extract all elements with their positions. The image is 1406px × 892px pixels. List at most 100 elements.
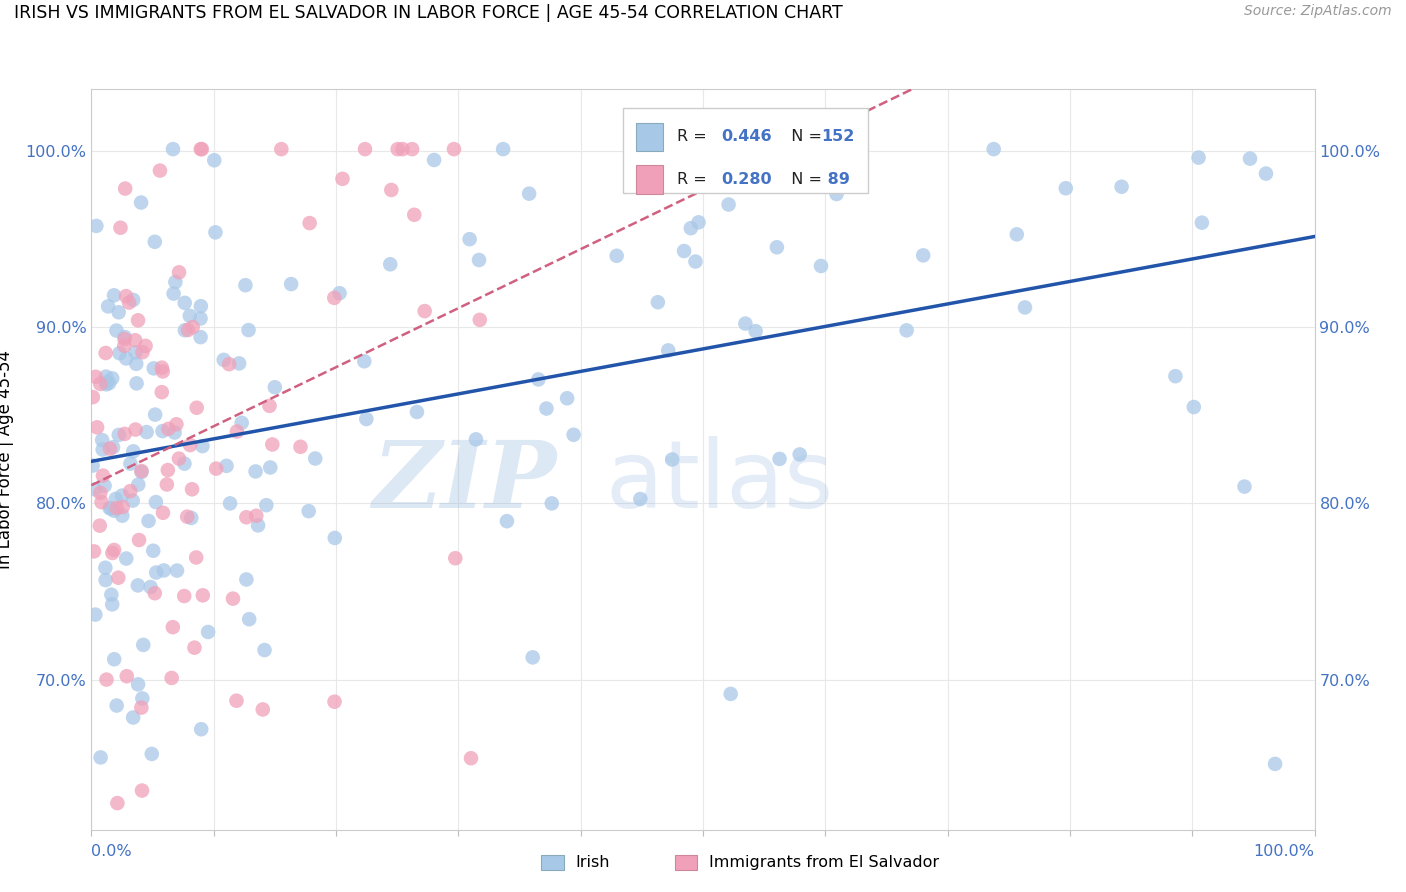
- Point: [179, 438, 201, 452]
- Point: [124, 423, 146, 437]
- Point: [94, 369, 117, 384]
- Point: [173, 457, 195, 471]
- Point: [1254, 167, 1277, 181]
- Point: [186, 550, 208, 565]
- Point: [304, 451, 326, 466]
- Point: [107, 305, 129, 319]
- Point: [179, 309, 201, 323]
- Point: [167, 265, 190, 279]
- Point: [253, 643, 276, 657]
- Point: [562, 427, 585, 442]
- Point: [90, 495, 112, 509]
- Point: [107, 571, 129, 585]
- Point: [406, 405, 429, 419]
- Point: [91, 468, 114, 483]
- Point: [93, 479, 115, 493]
- Point: [235, 510, 257, 524]
- Point: [517, 186, 540, 201]
- Point: [101, 546, 124, 560]
- Point: [401, 142, 423, 156]
- Point: [103, 288, 125, 302]
- Point: [129, 195, 152, 210]
- Point: [173, 323, 195, 337]
- Point: [353, 354, 375, 368]
- Point: [97, 299, 120, 313]
- Point: [443, 142, 465, 156]
- Point: [141, 747, 163, 761]
- Point: [143, 235, 166, 249]
- Point: [647, 295, 669, 310]
- Point: [848, 157, 870, 171]
- Text: Irish: Irish: [575, 855, 610, 870]
- Point: [101, 371, 124, 385]
- Point: [145, 495, 167, 509]
- Point: [183, 640, 205, 655]
- Point: [132, 638, 155, 652]
- Point: [110, 220, 132, 235]
- FancyBboxPatch shape: [623, 108, 868, 193]
- Point: [103, 652, 125, 666]
- Point: [111, 489, 134, 503]
- Point: [218, 357, 240, 371]
- Point: [107, 428, 129, 442]
- Point: [152, 364, 174, 378]
- Point: [212, 352, 235, 367]
- Point: [162, 142, 184, 156]
- Point: [191, 588, 214, 602]
- Point: [115, 351, 138, 366]
- Point: [1187, 151, 1209, 165]
- Point: [332, 172, 354, 186]
- Text: IRISH VS IMMIGRANTS FROM EL SALVADOR IN LABOR FORCE | AGE 45-54 CORRELATION CHAR: IRISH VS IMMIGRANTS FROM EL SALVADOR IN …: [14, 4, 842, 22]
- Text: N =: N =: [782, 129, 827, 145]
- Point: [527, 372, 550, 386]
- Point: [181, 320, 204, 334]
- Point: [131, 465, 153, 479]
- Bar: [636, 165, 662, 194]
- Text: Source: ZipAtlas.com: Source: ZipAtlas.com: [1244, 4, 1392, 19]
- Point: [124, 333, 146, 347]
- Point: [152, 506, 174, 520]
- Text: R =: R =: [678, 172, 713, 187]
- Point: [717, 197, 740, 211]
- Point: [101, 598, 124, 612]
- Point: [108, 346, 131, 360]
- Point: [114, 332, 136, 346]
- Point: [91, 433, 114, 447]
- Point: [657, 343, 679, 358]
- Point: [536, 401, 558, 416]
- Point: [460, 751, 482, 765]
- Point: [259, 460, 281, 475]
- Point: [84, 369, 107, 384]
- Point: [118, 295, 141, 310]
- Point: [468, 252, 491, 267]
- Point: [235, 278, 257, 293]
- Point: [912, 248, 935, 262]
- Point: [96, 673, 118, 687]
- Point: [280, 277, 302, 291]
- Point: [143, 586, 166, 600]
- Point: [120, 484, 142, 499]
- Point: [228, 356, 250, 370]
- Bar: [636, 122, 662, 151]
- Point: [1182, 400, 1205, 414]
- Point: [135, 425, 157, 439]
- Point: [103, 504, 125, 518]
- Point: [329, 286, 352, 301]
- Text: 100.0%: 100.0%: [1254, 844, 1315, 859]
- Point: [120, 457, 142, 471]
- Point: [323, 531, 346, 545]
- Point: [245, 508, 267, 523]
- Point: [160, 671, 183, 685]
- Point: [323, 695, 346, 709]
- Point: [555, 392, 578, 406]
- Point: [254, 498, 277, 512]
- Point: [105, 501, 128, 516]
- Point: [263, 380, 285, 394]
- Point: [238, 612, 260, 626]
- Point: [356, 412, 378, 426]
- Point: [404, 208, 426, 222]
- Point: [1054, 181, 1077, 195]
- Point: [101, 440, 124, 454]
- Point: [82, 390, 104, 404]
- Point: [628, 491, 651, 506]
